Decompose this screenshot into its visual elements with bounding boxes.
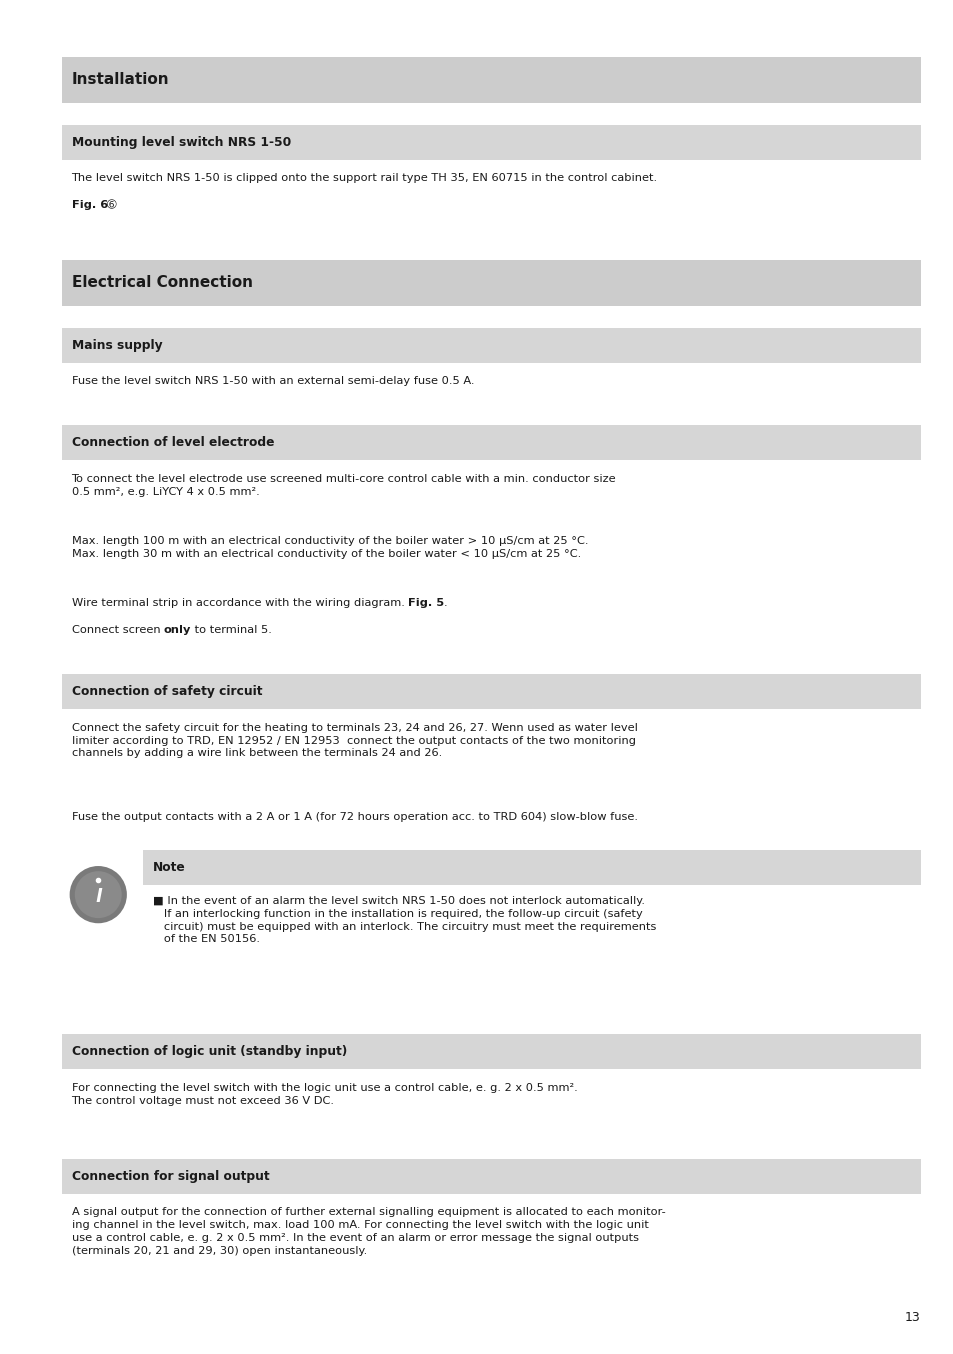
Text: Connect screen: Connect screen [71, 626, 164, 635]
FancyBboxPatch shape [62, 125, 920, 160]
FancyBboxPatch shape [62, 425, 920, 460]
Text: Mains supply: Mains supply [71, 338, 162, 352]
FancyBboxPatch shape [62, 1034, 920, 1070]
Text: l: l [95, 888, 101, 906]
FancyBboxPatch shape [62, 1159, 920, 1194]
Text: Note: Note [152, 861, 185, 875]
Text: Fuse the level switch NRS 1-50 with an external semi-delay fuse 0.5 A.: Fuse the level switch NRS 1-50 with an e… [71, 376, 474, 386]
Text: ■ In the event of an alarm the level switch NRS 1-50 does not interlock automati: ■ In the event of an alarm the level swi… [152, 896, 656, 944]
Text: To connect the level electrode use screened multi-core control cable with a min.: To connect the level electrode use scree… [71, 474, 616, 497]
FancyBboxPatch shape [62, 328, 920, 363]
Text: .: . [444, 598, 447, 608]
Text: Connection of safety circuit: Connection of safety circuit [71, 685, 262, 699]
Text: Mounting level switch NRS 1-50: Mounting level switch NRS 1-50 [71, 135, 291, 149]
Text: Fig. 5: Fig. 5 [408, 598, 444, 608]
Text: Connection for signal output: Connection for signal output [71, 1170, 269, 1182]
Text: Connection of logic unit (standby input): Connection of logic unit (standby input) [71, 1045, 347, 1057]
Text: to terminal 5.: to terminal 5. [191, 626, 272, 635]
Text: Fuse the output contacts with a 2 A or 1 A (for 72 hours operation acc. to TRD 6: Fuse the output contacts with a 2 A or 1… [71, 812, 637, 822]
FancyBboxPatch shape [62, 674, 920, 709]
Text: Electrical Connection: Electrical Connection [71, 275, 253, 290]
FancyBboxPatch shape [143, 850, 920, 886]
Text: ➅: ➅ [107, 200, 116, 210]
Text: Connect the safety circuit for the heating to terminals 23, 24 and 26, 27. Wenn : Connect the safety circuit for the heati… [71, 723, 637, 758]
Text: 13: 13 [903, 1311, 920, 1324]
Text: For connecting the level switch with the logic unit use a control cable, e. g. 2: For connecting the level switch with the… [71, 1083, 577, 1105]
Text: only: only [164, 626, 191, 635]
Text: Fig. 6: Fig. 6 [71, 200, 112, 210]
Text: Wire terminal strip in accordance with the wiring diagram.: Wire terminal strip in accordance with t… [71, 598, 408, 608]
Ellipse shape [70, 867, 127, 923]
Text: The level switch NRS 1-50 is clipped onto the support rail type TH 35, EN 60715 : The level switch NRS 1-50 is clipped ont… [71, 173, 657, 183]
Text: A signal output for the connection of further external signalling equipment is a: A signal output for the connection of fu… [71, 1208, 664, 1255]
Text: Max. length 100 m with an electrical conductivity of the boiler water > 10 µS/cm: Max. length 100 m with an electrical con… [71, 536, 587, 559]
Text: Installation: Installation [71, 72, 169, 88]
FancyBboxPatch shape [62, 57, 920, 103]
FancyBboxPatch shape [62, 260, 920, 306]
Ellipse shape [74, 871, 122, 918]
Text: Connection of level electrode: Connection of level electrode [71, 436, 274, 450]
